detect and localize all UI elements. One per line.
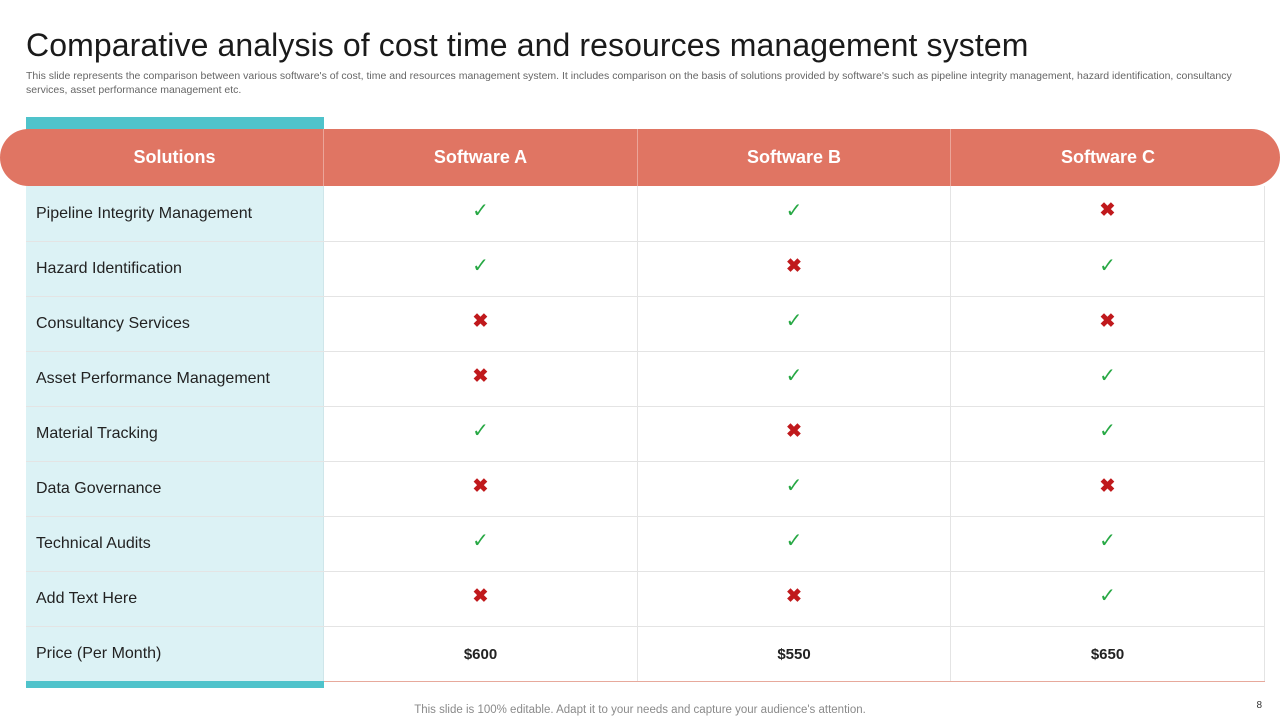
- solution-label: Hazard Identification: [26, 242, 324, 296]
- slide-title: Comparative analysis of cost time and re…: [26, 27, 1029, 63]
- support-cell: ✓: [951, 572, 1265, 626]
- support-cell: ✓: [951, 352, 1265, 406]
- support-cell: ✓: [638, 297, 951, 351]
- support-cell: ✓: [324, 242, 638, 296]
- table-row: Add Text Here ✖ ✖ ✓: [26, 571, 1265, 626]
- support-cell: ✓: [951, 517, 1265, 571]
- cross-icon: ✖: [786, 255, 802, 277]
- slide-subtitle: This slide represents the comparison bet…: [26, 70, 1232, 96]
- header-software-a: Software A: [324, 129, 638, 186]
- table-header-row: Solutions Software A Software B Software…: [26, 129, 1265, 186]
- price-label: Price (Per Month): [26, 627, 324, 681]
- cross-icon: ✖: [786, 420, 802, 442]
- cross-icon: ✖: [472, 310, 489, 332]
- support-cell: ✖: [324, 297, 638, 351]
- check-icon: ✓: [1099, 365, 1116, 387]
- check-icon: ✓: [472, 255, 489, 277]
- check-icon: ✓: [785, 530, 803, 552]
- price-cell: $550: [638, 627, 951, 681]
- support-cell: ✓: [638, 186, 951, 241]
- check-icon: ✓: [1099, 255, 1116, 277]
- support-cell: ✖: [951, 186, 1265, 241]
- check-icon: ✓: [785, 199, 803, 222]
- footer-note: This slide is 100% editable. Adapt it to…: [414, 704, 866, 716]
- check-icon: ✓: [472, 199, 489, 222]
- page-number: 8: [1256, 700, 1262, 711]
- support-cell: ✓: [951, 407, 1265, 461]
- check-icon: ✓: [1099, 530, 1116, 552]
- solution-label: Technical Audits: [26, 517, 324, 571]
- table-header-background: [0, 129, 1280, 186]
- solution-label: Asset Performance Management: [26, 352, 324, 406]
- check-icon: ✓: [785, 475, 803, 497]
- solution-label: Data Governance: [26, 462, 324, 516]
- check-icon: ✓: [785, 365, 803, 387]
- support-cell: ✖: [638, 242, 951, 296]
- price-cell: $600: [324, 627, 638, 681]
- support-cell: ✖: [951, 297, 1265, 351]
- header-solutions: Solutions: [26, 129, 324, 186]
- support-cell: ✓: [324, 186, 638, 241]
- check-icon: ✓: [785, 310, 803, 332]
- support-cell: ✖: [324, 462, 638, 516]
- support-cell: ✖: [638, 572, 951, 626]
- support-cell: ✖: [324, 352, 638, 406]
- support-cell: ✓: [638, 462, 951, 516]
- price-row: Price (Per Month) $600 $550 $650: [26, 626, 1265, 681]
- table-row: Asset Performance Management ✖ ✓ ✓: [26, 351, 1265, 406]
- support-cell: ✖: [638, 407, 951, 461]
- price-value: $650: [1090, 645, 1125, 663]
- table-row: Technical Audits ✓ ✓ ✓: [26, 516, 1265, 571]
- price-value: $600: [463, 645, 498, 663]
- teal-accent-bar-top: [26, 117, 324, 131]
- support-cell: ✖: [951, 462, 1265, 516]
- table-row: Consultancy Services ✖ ✓ ✖: [26, 296, 1265, 351]
- solution-label: Material Tracking: [26, 407, 324, 461]
- solution-label: Consultancy Services: [26, 297, 324, 351]
- cross-icon: ✖: [1099, 310, 1116, 332]
- cross-icon: ✖: [1099, 200, 1116, 221]
- cross-icon: ✖: [472, 585, 489, 607]
- header-software-b: Software B: [638, 129, 951, 186]
- support-cell: ✓: [638, 352, 951, 406]
- teal-accent-bar-bottom: [26, 681, 324, 688]
- support-cell: ✓: [638, 517, 951, 571]
- support-cell: ✓: [324, 517, 638, 571]
- cross-icon: ✖: [472, 365, 489, 387]
- check-icon: ✓: [472, 530, 489, 552]
- comparison-table-body: Pipeline Integrity Management ✓ ✓ ✖ Hazard I…: [26, 186, 1265, 682]
- solution-label: Add Text Here: [26, 572, 324, 626]
- header-software-c: Software C: [1060, 147, 1156, 167]
- check-icon: ✓: [1099, 420, 1116, 442]
- table-row: Data Governance ✖ ✓ ✖: [26, 461, 1265, 516]
- support-cell: ✓: [951, 242, 1265, 296]
- cross-icon: ✖: [1099, 475, 1116, 497]
- table-row: Material Tracking ✓ ✖ ✓: [26, 406, 1265, 461]
- check-icon: ✓: [472, 420, 489, 442]
- cross-icon: ✖: [472, 475, 489, 497]
- support-cell: ✓: [324, 407, 638, 461]
- price-cell: $650: [951, 627, 1265, 681]
- table-row: Pipeline Integrity Management ✓ ✓ ✖: [26, 186, 1265, 241]
- check-icon: ✓: [1099, 585, 1116, 607]
- solution-label: Pipeline Integrity Management: [26, 186, 324, 241]
- table-row: Hazard Identification ✓ ✖ ✓: [26, 241, 1265, 296]
- cross-icon: ✖: [786, 585, 802, 607]
- price-value: $550: [777, 645, 811, 663]
- support-cell: ✖: [324, 572, 638, 626]
